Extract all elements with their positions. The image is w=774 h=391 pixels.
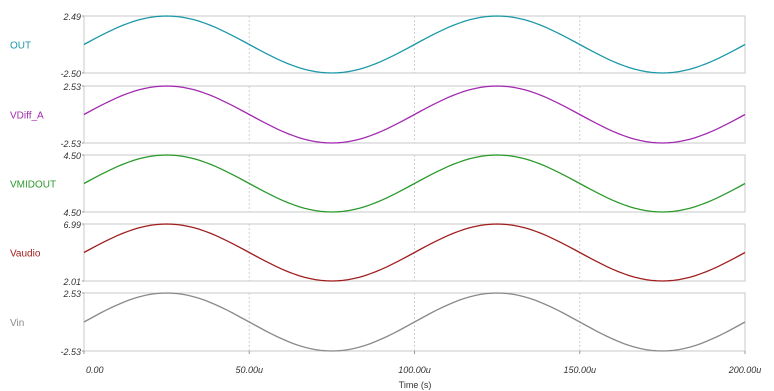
x-tick-label: 100.00u <box>398 365 431 375</box>
panel-vdiff_a: 2.53 -2.53 VDiff_A <box>10 82 746 149</box>
series-line-out <box>83 15 746 74</box>
y-min-label: -2.53 <box>60 347 81 357</box>
y-min-label: 4.50 <box>63 208 81 218</box>
y-max-label: 6.99 <box>63 220 81 230</box>
panel-vmidout: 4.50 4.50 VMIDOUT <box>10 151 746 218</box>
panel-vin: 2.53 -2.53 Vin <box>10 289 746 357</box>
x-tick-label: 0.00 <box>86 365 104 375</box>
x-axis-label: Time (s) <box>399 380 432 390</box>
x-tick-label: 50.00u <box>235 365 263 375</box>
series-label-vaudio: Vaudio <box>10 249 41 260</box>
y-max-label: 4.50 <box>63 151 81 161</box>
y-min-label: 2.01 <box>62 277 81 287</box>
x-axis: 0.00 50.00u 100.00u 150.00u 200.00u <box>83 351 762 375</box>
panel-vaudio: 6.99 2.01 Vaudio <box>10 220 746 287</box>
y-min-label: -2.53 <box>60 139 81 149</box>
y-max-label: 2.53 <box>62 289 81 299</box>
series-label-vin: Vin <box>10 318 24 329</box>
x-tick-label: 150.00u <box>563 365 596 375</box>
series-label-out: OUT <box>10 41 31 52</box>
series-line-vmidout <box>83 154 746 213</box>
y-max-label: 2.49 <box>62 12 81 22</box>
panel-out: 2.49 -2.50 OUT <box>10 12 746 79</box>
x-tick-label: 200.00u <box>728 365 762 375</box>
series-label-vdiff_a: VDiff_A <box>10 111 44 122</box>
series-label-vmidout: VMIDOUT <box>10 180 56 191</box>
y-max-label: 2.53 <box>62 82 81 92</box>
series-line-vaudio <box>83 223 746 282</box>
series-line-vdiff_a <box>83 85 746 144</box>
y-min-label: -2.50 <box>60 69 81 79</box>
series-line-vin <box>83 292 746 352</box>
